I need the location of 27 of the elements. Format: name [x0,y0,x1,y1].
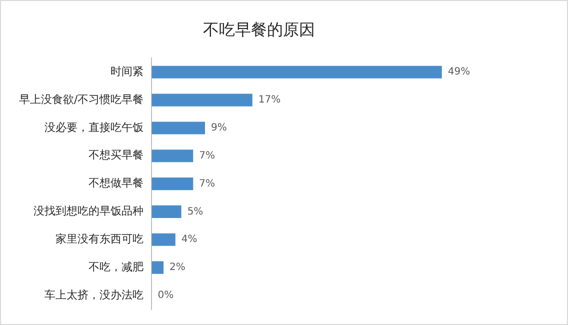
bar [152,261,164,274]
bar [152,150,194,162]
data-label: 5% [187,206,204,218]
bar [152,205,182,218]
y-tick-label: 没找到想吃的早饭品种 [34,204,144,218]
data-label: 4% [181,234,198,246]
data-label: 7% [199,178,216,190]
data-label: 0% [158,290,174,302]
data-label: 49% [448,66,470,78]
data-label: 17% [258,94,281,106]
y-tick-label: 车上太挤，没办法吃 [44,288,144,302]
bar [152,233,176,246]
bar [152,178,194,190]
y-tick-label: 早上没食欲/不习惯吃早餐 [18,92,144,106]
y-tick-label: 家里没有东西可吃 [56,232,144,246]
y-tick-label: 不吃，减肥 [88,260,144,274]
y-tick-label: 没必要，直接吃午饭 [44,120,144,134]
data-label: 9% [211,122,227,134]
chart-title: 不吃早餐的原因 [203,20,315,39]
bar [152,94,252,106]
data-label: 2% [170,262,186,274]
y-tick-label: 时间紧 [110,65,144,78]
y-tick-label: 不想做早餐 [88,176,144,190]
data-label: 7% [199,150,216,162]
bar [152,66,442,78]
y-tick-label: 不想买早餐 [88,148,144,162]
bar [152,122,205,134]
